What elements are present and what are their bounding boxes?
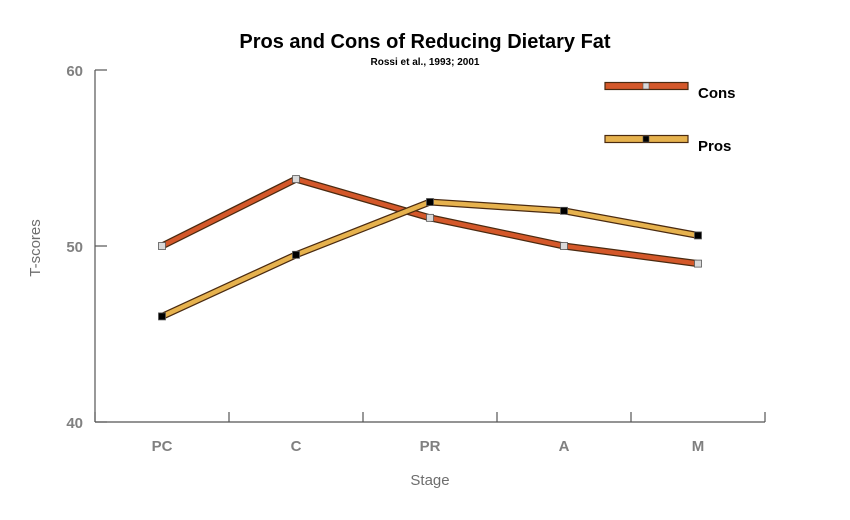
series-layer	[158, 175, 702, 321]
x-tick-label: A	[559, 438, 570, 455]
chart-subtitle: Rossi et al., 1993; 2001	[371, 57, 480, 68]
x-axis-title: Stage	[410, 472, 449, 489]
y-axis-title: T-scores	[27, 219, 44, 277]
data-point	[292, 250, 300, 259]
data-point	[560, 242, 568, 250]
x-tick-label: C	[291, 438, 302, 455]
legend-marker	[642, 135, 650, 143]
data-point	[560, 206, 568, 215]
y-tick-label: 40	[66, 415, 83, 432]
x-tick-label: PR	[420, 438, 441, 455]
data-point	[158, 312, 166, 321]
series-pros	[158, 198, 702, 321]
data-point	[694, 231, 702, 240]
data-point	[426, 198, 434, 206]
y-tick-label: 50	[66, 239, 83, 256]
axes: 40 50 60 PC C PR A M	[66, 63, 766, 455]
series-cons	[158, 175, 702, 268]
x-tick-label: PC	[152, 438, 173, 455]
legend-label: Cons	[698, 85, 736, 102]
x-tick-label: M	[692, 438, 705, 455]
legend-item-cons: Cons	[604, 81, 736, 102]
y-tick-label: 60	[66, 63, 83, 80]
data-point	[694, 259, 702, 268]
data-point	[292, 175, 300, 184]
legend: Cons Pros	[604, 81, 736, 155]
data-point	[426, 213, 434, 222]
legend-item-pros: Pros	[604, 134, 731, 155]
data-point	[158, 242, 166, 250]
legend-label: Pros	[698, 138, 731, 155]
legend-marker	[642, 82, 650, 90]
chart-title: Pros and Cons of Reducing Dietary Fat	[239, 31, 611, 53]
